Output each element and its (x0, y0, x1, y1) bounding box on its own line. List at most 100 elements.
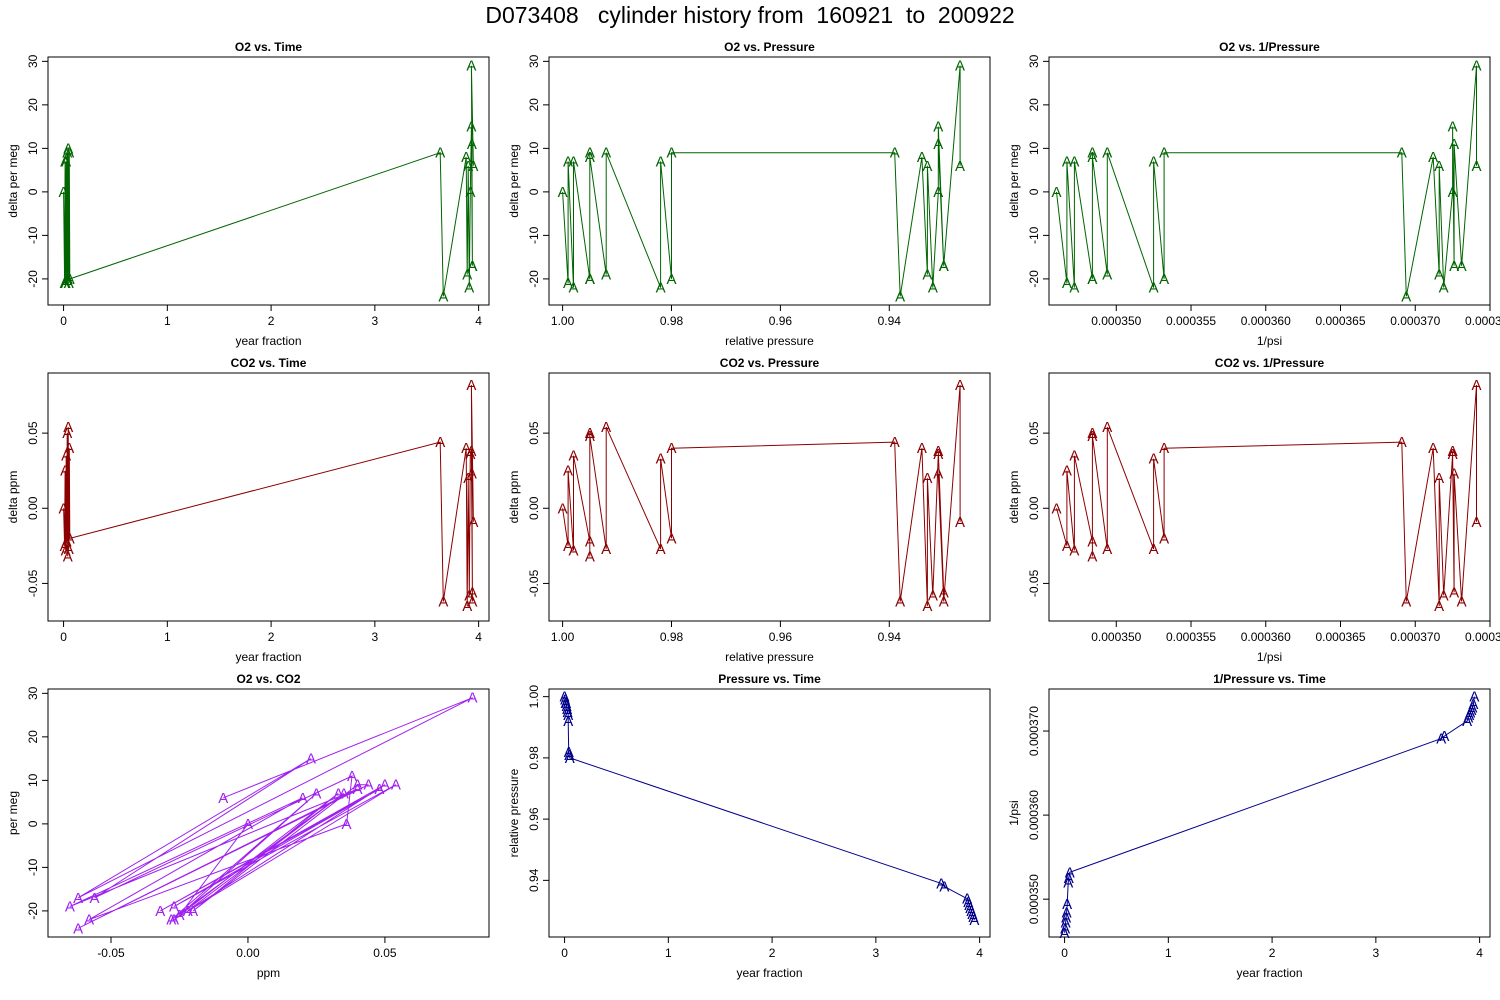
x-axis: -0.05 0.00 0.05 (97, 937, 397, 960)
data-point: A (169, 912, 179, 929)
data-point: A (59, 184, 69, 201)
data-point: A (463, 470, 473, 487)
data-point: A (969, 912, 979, 929)
data-point: A (462, 598, 472, 615)
y-tick-label: 30 (1027, 54, 1041, 68)
panel-title: O2 vs. CO2 (236, 672, 300, 686)
plot-frame (47, 688, 490, 938)
data-point: A (60, 463, 70, 480)
data-point: A (964, 897, 974, 914)
x-axis: 1.00 0.98 0.96 0.94 (551, 305, 901, 328)
data-point: A (463, 158, 473, 175)
data-point: A (563, 153, 573, 170)
data-point: A (601, 419, 611, 436)
x-axis-label: year fraction (1236, 966, 1302, 980)
data-point: A (311, 785, 321, 802)
data-point: A (1449, 258, 1459, 275)
data-point: A (90, 890, 100, 907)
x-tick-label: 1 (164, 314, 171, 328)
y-tick-label: 30 (26, 686, 40, 700)
data-point: A (917, 440, 927, 457)
data-point: A (188, 903, 198, 920)
data-point: A (922, 598, 932, 615)
y-axis-label: per meg (6, 791, 20, 835)
data-point: A (60, 153, 70, 170)
data-point: A (560, 689, 570, 706)
data-point: A (1087, 145, 1097, 162)
data-point: A (1062, 896, 1072, 913)
data-point: A (63, 419, 73, 436)
data-point: A (963, 894, 973, 911)
data-point: A (1448, 446, 1458, 463)
data-point: A (63, 140, 73, 157)
data-point: A (339, 785, 349, 802)
data-point: A (585, 425, 595, 442)
data-point: A (1087, 149, 1097, 166)
x-axis-label: relative pressure (725, 650, 814, 664)
y-tick-label: 10 (26, 141, 40, 155)
panel-title: CO2 vs. Pressure (720, 356, 820, 370)
x-tick-label: 0.000350 (1091, 630, 1141, 644)
data-point: A (1467, 699, 1477, 716)
data-point: A (558, 184, 568, 201)
data-point: A (890, 145, 900, 162)
data-point: A (298, 790, 308, 807)
x-tick-label: 1 (665, 946, 672, 960)
data-point: A (243, 816, 253, 833)
series-line (63, 65, 474, 297)
data-point: A (1051, 184, 1061, 201)
data-point: A (435, 145, 445, 162)
data-point: A (467, 258, 477, 275)
panel-2: O2 vs. Pressure 1.00 0.98 0.96 0.94 relative … (507, 40, 991, 348)
x-tick-label: 4 (475, 314, 482, 328)
data-point: A (1439, 587, 1449, 604)
data-point: A (585, 548, 595, 565)
data-point: A (922, 267, 932, 284)
data-point: A (218, 790, 228, 807)
x-tick-label: 2 (268, 314, 275, 328)
data-point: A (1051, 500, 1061, 517)
data-point: A (374, 781, 384, 798)
data-point: A (1401, 288, 1411, 305)
data-point: A (380, 777, 390, 794)
data-point: A (1060, 925, 1070, 942)
data-point: A (1449, 466, 1459, 483)
y-axis-label: delta ppm (507, 471, 521, 524)
data-point: A (585, 533, 595, 550)
y-tick-label: 20 (26, 730, 40, 744)
data-point: A (922, 470, 932, 487)
x-axis: 0.000350 0.000355 0.000360 0.000365 0.000370… (1091, 621, 1500, 644)
y-axis: -0.05 0.00 0.05 (26, 421, 48, 597)
data-point: A (955, 58, 965, 75)
data-point: A (939, 593, 949, 610)
y-tick-label: 0.000360 (1027, 790, 1041, 840)
series-line (1056, 384, 1477, 607)
data-point: A (895, 593, 905, 610)
series-line (562, 384, 961, 607)
x-axis-label: year fraction (235, 650, 301, 664)
data-point: A (933, 443, 943, 460)
panel-3: O2 vs. 1/Pressure 0.000350 0.000355 0.00036… (1007, 40, 1500, 348)
panel-7: O2 vs. CO2 -0.05 0.00 0.05 ppm -20 -10 0 10 20 30 p… (6, 672, 490, 980)
y-tick-label: 0 (26, 188, 40, 195)
series-line (1056, 65, 1477, 297)
data-point: A (1062, 463, 1072, 480)
data-point: A (333, 785, 343, 802)
data-point: A (466, 119, 476, 136)
data-point: A (342, 816, 352, 833)
x-tick-label: 0 (561, 946, 568, 960)
data-point: A (1457, 258, 1467, 275)
data-point: A (585, 271, 595, 288)
y-tick-label: -20 (26, 270, 40, 288)
data-point: A (890, 434, 900, 451)
data-point: A (1462, 713, 1472, 730)
y-tick-label: 0.05 (527, 421, 541, 445)
data-point: A (1065, 864, 1075, 881)
data-point: A (1102, 145, 1112, 162)
x-tick-label: 1 (164, 630, 171, 644)
x-tick-label: 0.000355 (1166, 314, 1216, 328)
data-point: A (464, 280, 474, 297)
x-tick-label: 4 (976, 946, 983, 960)
